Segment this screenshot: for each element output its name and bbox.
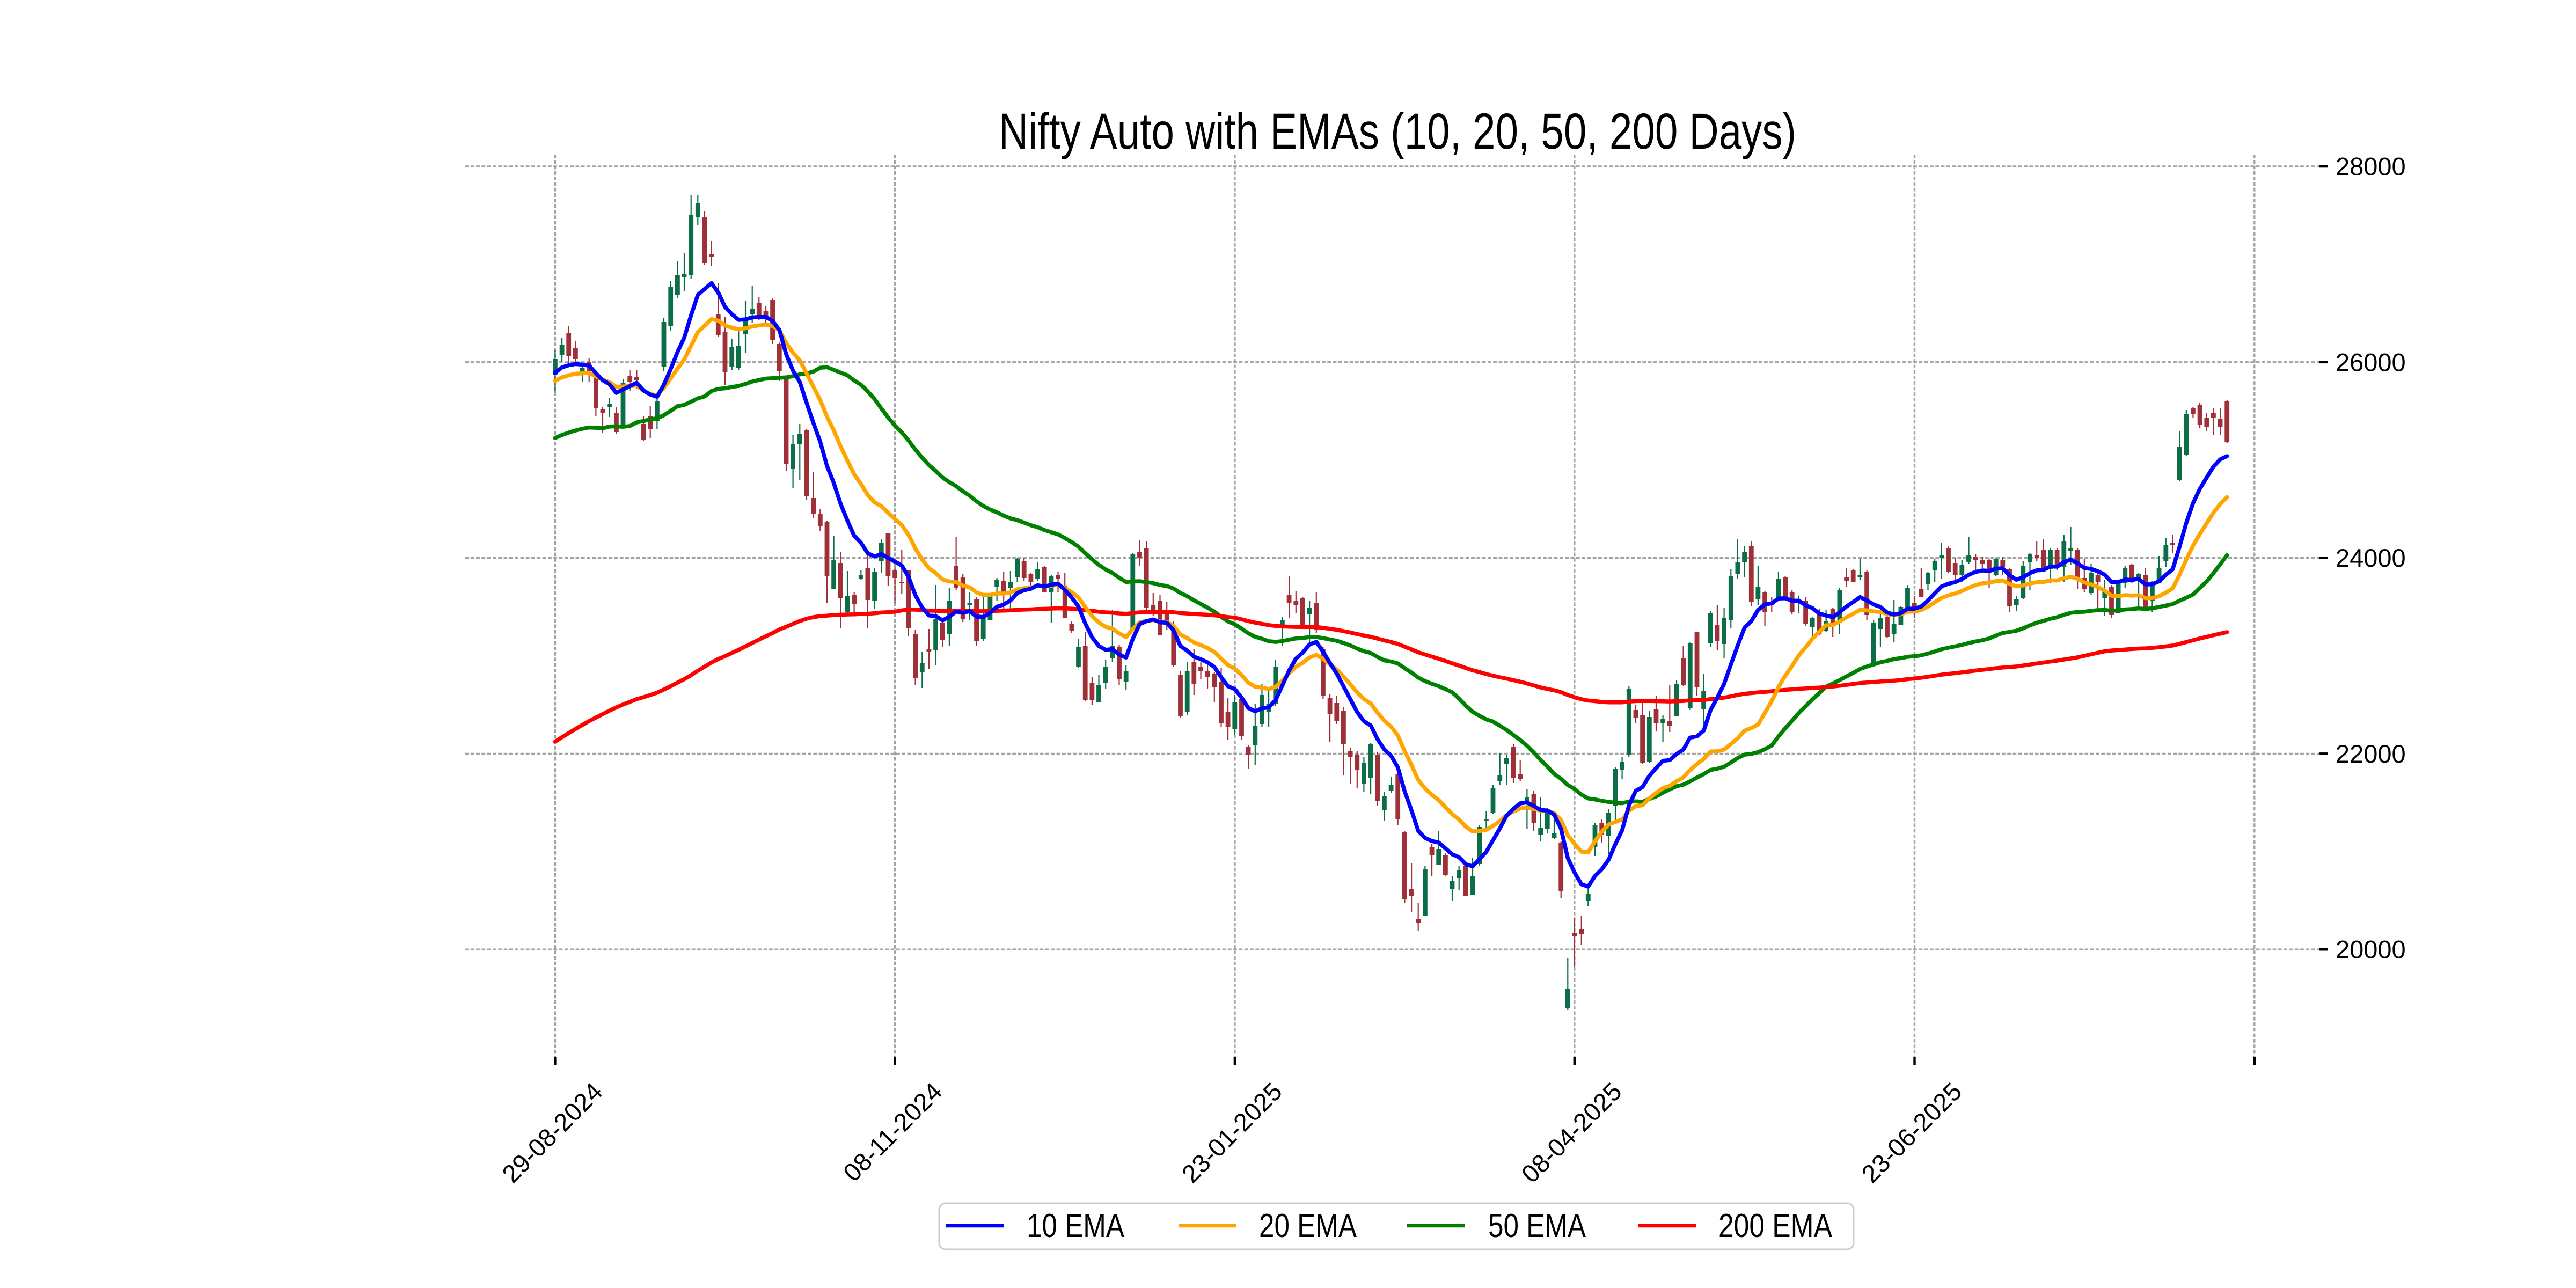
svg-text:24000: 24000 — [2336, 544, 2406, 572]
svg-text:50 EMA: 50 EMA — [1488, 1208, 1586, 1245]
svg-text:26000: 26000 — [2336, 348, 2406, 376]
svg-text:22000: 22000 — [2336, 740, 2406, 768]
svg-text:10 EMA: 10 EMA — [1027, 1208, 1125, 1245]
svg-text:20000: 20000 — [2336, 935, 2406, 964]
svg-text:Nifty Auto with EMAs (10, 20,: Nifty Auto with EMAs (10, 20, 50, 200 Da… — [999, 103, 1796, 160]
svg-text:200 EMA: 200 EMA — [1718, 1208, 1833, 1245]
svg-text:28000: 28000 — [2336, 152, 2406, 181]
svg-text:20 EMA: 20 EMA — [1259, 1208, 1357, 1245]
